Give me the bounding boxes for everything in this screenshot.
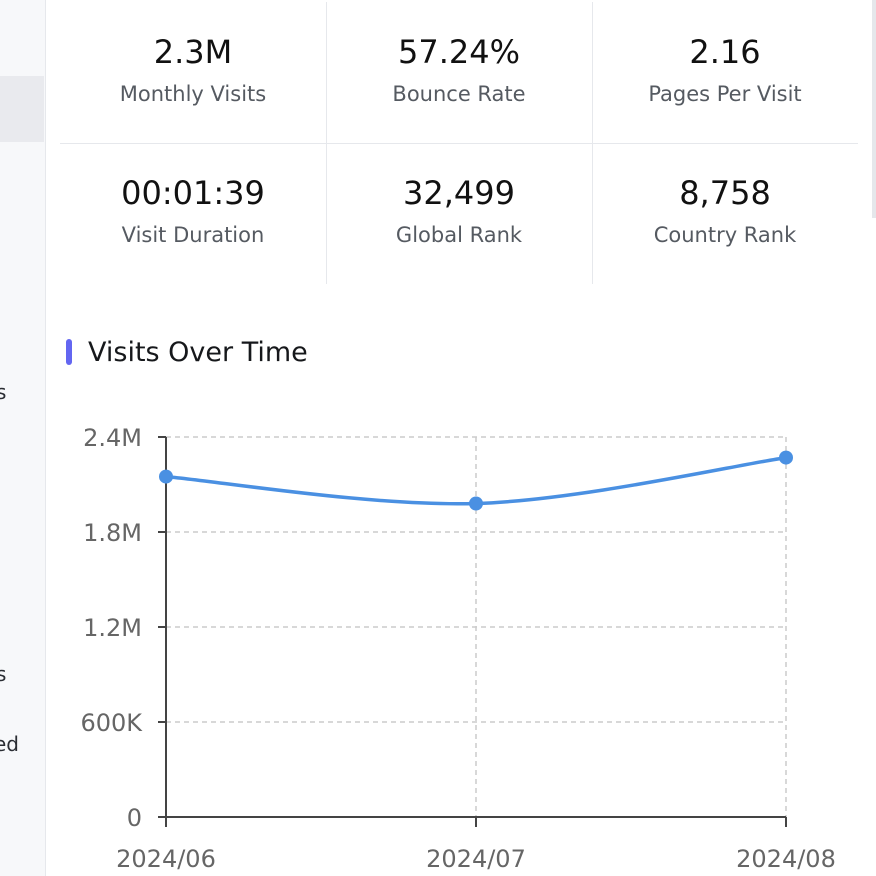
stat-label: Pages Per Visit xyxy=(648,82,802,106)
stat-value: 2.16 xyxy=(689,33,761,71)
x-tick-label: 2024/08 xyxy=(736,845,836,873)
y-tick-label: 600K xyxy=(80,709,143,737)
y-tick-label: 0 xyxy=(127,804,142,832)
section-title: Visits Over Time xyxy=(88,336,308,368)
stat-global-rank: 32,499 Global Rank xyxy=(326,143,592,284)
stats-grid: 2.3M Monthly Visits 57.24% Bounce Rate 2… xyxy=(60,2,858,284)
sidebar: s s ed xyxy=(0,0,46,876)
y-tick-label: 2.4M xyxy=(83,424,142,452)
stat-visit-duration: 00:01:39 Visit Duration xyxy=(60,143,326,284)
accent-bar xyxy=(66,339,72,365)
x-tick-label: 2024/06 xyxy=(116,845,216,873)
stat-label: Country Rank xyxy=(653,223,797,247)
data-point xyxy=(779,450,793,465)
stat-value: 2.3M xyxy=(153,33,233,71)
y-tick-label: 1.8M xyxy=(83,519,142,547)
stat-pages-per-visit: 2.16 Pages Per Visit xyxy=(592,2,858,143)
stats-divider xyxy=(60,143,858,144)
stat-monthly-visits: 2.3M Monthly Visits xyxy=(60,2,326,143)
sidebar-item-active[interactable] xyxy=(0,76,44,142)
stat-label: Bounce Rate xyxy=(392,82,526,106)
stat-bounce-rate: 57.24% Bounce Rate xyxy=(326,2,592,143)
x-tick-label: 2024/07 xyxy=(426,845,526,873)
sidebar-item-label[interactable]: ed xyxy=(0,732,19,756)
stat-country-rank: 8,758 Country Rank xyxy=(592,143,858,284)
stat-label: Visit Duration xyxy=(121,223,265,247)
scrollbar[interactable] xyxy=(872,0,876,218)
stat-value: 8,758 xyxy=(679,174,771,212)
stat-label: Monthly Visits xyxy=(119,82,267,106)
y-tick-label: 1.2M xyxy=(83,614,142,642)
sidebar-item-label[interactable]: s xyxy=(0,662,6,686)
sidebar-item-label[interactable]: s xyxy=(0,380,6,404)
data-point xyxy=(159,469,173,484)
data-point xyxy=(469,496,483,511)
stat-value: 57.24% xyxy=(397,33,520,71)
stat-label: Global Rank xyxy=(395,223,523,247)
section-header: Visits Over Time xyxy=(66,332,308,372)
stat-value: 00:01:39 xyxy=(121,174,265,212)
stat-value: 32,499 xyxy=(403,174,515,212)
